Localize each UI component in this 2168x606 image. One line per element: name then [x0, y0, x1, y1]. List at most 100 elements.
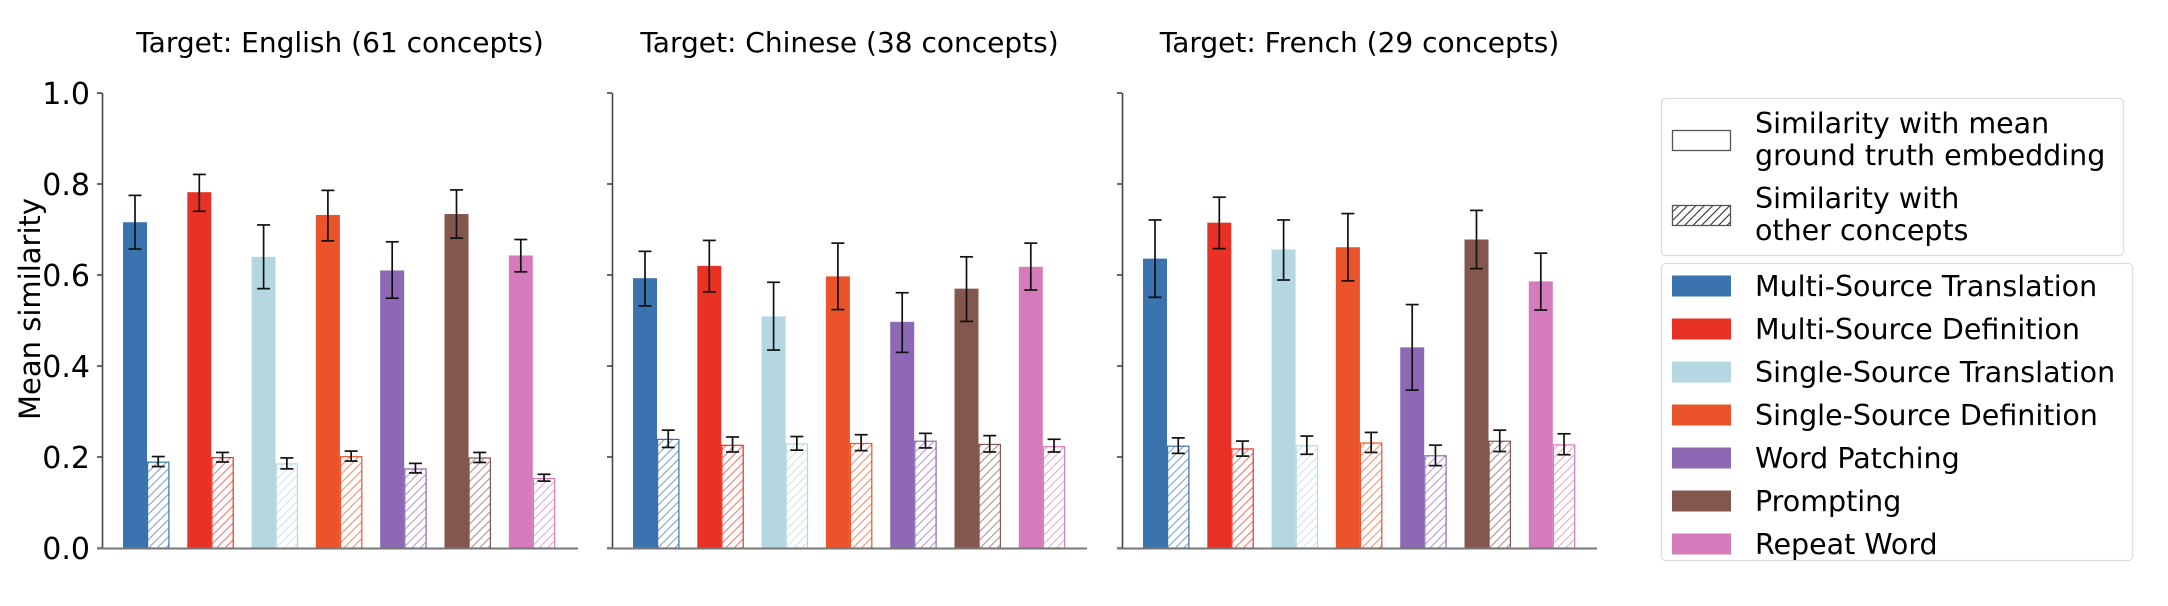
y-tick-label: 0.8: [42, 168, 90, 203]
error-bar: [1493, 429, 1507, 453]
legend-color-swatch-icon: [1672, 361, 1731, 383]
bar-solid: [380, 270, 405, 548]
legend-item-prompting: Prompting: [1672, 485, 1901, 518]
bar-hatched: [404, 468, 427, 549]
legend-item-single-source-translation: Single-Source Translation: [1672, 356, 2115, 389]
bar-hatched: [147, 461, 170, 549]
error-bar: [638, 250, 652, 307]
legend-label: Repeat Word: [1755, 528, 1938, 561]
error-bar: [1470, 209, 1483, 270]
legend-color-swatch-icon: [1672, 533, 1731, 555]
bar-hatched: [211, 457, 234, 549]
y-axis-label: Mean similarity: [13, 198, 47, 420]
hatched-swatch-icon: [1671, 204, 1732, 227]
bar-solid: [1018, 266, 1043, 548]
bar-solid: [123, 222, 147, 548]
legend-color-swatch-icon: [1672, 275, 1731, 297]
bar-solid: [954, 288, 979, 548]
legend-label-solid-line1: Similarity with mean: [1755, 107, 2049, 140]
y-tick-label: 1.0: [42, 77, 90, 112]
legend-label: Single-Source Translation: [1755, 356, 2115, 389]
bar-group-prompting: [1464, 209, 1511, 549]
error-bar: [661, 429, 675, 449]
legend-item-hatched: Similarity with other concepts: [1671, 182, 1968, 247]
error-bar: [514, 238, 528, 273]
bar-group-repeat-word: [508, 238, 556, 549]
legend-label: Word Patching: [1755, 442, 1960, 475]
error-bar: [321, 189, 335, 242]
error-bar: [1236, 440, 1250, 457]
panel-title: Target: French (29 concepts): [1159, 26, 1560, 59]
error-bar: [854, 433, 868, 452]
error-bar: [537, 473, 551, 482]
error-bar: [1557, 432, 1571, 456]
bar-solid: [761, 316, 786, 548]
bar-hatched: [849, 442, 873, 549]
bar-solid: [890, 321, 915, 548]
bar-group-multi-source-translation: [1143, 219, 1190, 549]
bar-group-prompting: [954, 255, 1001, 549]
error-bar: [1047, 438, 1061, 453]
method-legend: Multi-Source Translation Multi-Source Def…: [1660, 262, 2134, 562]
error-bar: [257, 224, 271, 290]
bar-solid: [1335, 247, 1360, 548]
bar-hatched: [275, 463, 299, 549]
bar-hatched: [1042, 446, 1066, 549]
error-bar: [1364, 431, 1378, 454]
legend-color-swatch-icon: [1672, 404, 1731, 426]
bar-hatched: [1359, 442, 1383, 549]
error-bar: [1534, 252, 1548, 311]
bar-group-word-patching: [890, 291, 937, 549]
error-bar: [385, 240, 399, 300]
bar-solid: [697, 265, 722, 548]
bar-hatched: [532, 477, 556, 549]
bar-group-multi-source-definition: [187, 173, 234, 549]
panel-2: Target: Chinese (38 concepts): [607, 26, 1087, 550]
error-bar: [473, 451, 487, 464]
legend-color-swatch-icon: [1672, 447, 1731, 469]
error-bar: [128, 194, 142, 250]
panel-title: Target: Chinese (38 concepts): [639, 26, 1058, 59]
bar-hatched: [1488, 440, 1511, 549]
error-bar: [450, 189, 463, 239]
error-bar: [726, 436, 740, 453]
legend-item-solid: Similarity with mean ground truth embedd…: [1671, 107, 2105, 172]
bar-group-word-patching: [380, 240, 427, 549]
error-bar: [280, 457, 294, 470]
error-bar: [408, 462, 422, 474]
solid-swatch-icon: [1671, 129, 1732, 152]
bar-solid: [633, 278, 657, 548]
bar-solid: [315, 214, 340, 548]
bar-solid: [444, 214, 469, 548]
error-bar: [1300, 435, 1314, 456]
error-bar: [1148, 219, 1162, 299]
legend-color-swatch-icon: [1672, 490, 1731, 512]
error-bar: [192, 173, 206, 213]
bar-group-multi-source-definition: [1207, 196, 1254, 549]
error-bar: [151, 455, 165, 468]
bar-hatched: [914, 440, 937, 549]
bar-group-single-source-definition: [1335, 212, 1383, 549]
bar-hatched: [785, 443, 809, 549]
style-legend: Similarity with mean ground truth embedd…: [1660, 97, 2125, 257]
error-bar: [702, 239, 716, 293]
bar-solid: [825, 276, 850, 548]
bar-group-word-patching: [1400, 303, 1447, 549]
y-tick-label: 0.0: [42, 532, 90, 567]
legend-label: Multi-Source Definition: [1755, 313, 2080, 346]
panel-3: Target: French (29 concepts): [1117, 26, 1597, 550]
error-bar: [344, 450, 358, 462]
bar-hatched: [468, 457, 492, 549]
legend-item-repeat-word: Repeat Word: [1672, 528, 1938, 561]
y-tick-label: 0.2: [42, 441, 90, 476]
bar-solid: [251, 256, 276, 548]
legend-item-multi-source-translation: Multi-Source Translation: [1672, 270, 2097, 303]
bar-group-single-source-definition: [315, 189, 363, 549]
bar-group-single-source-translation: [761, 281, 809, 549]
bar-group-single-source-translation: [1271, 219, 1319, 549]
bar-hatched: [656, 438, 680, 549]
bar-solid: [1464, 239, 1489, 548]
bar-group-single-source-translation: [251, 224, 299, 549]
error-bar: [918, 432, 932, 449]
